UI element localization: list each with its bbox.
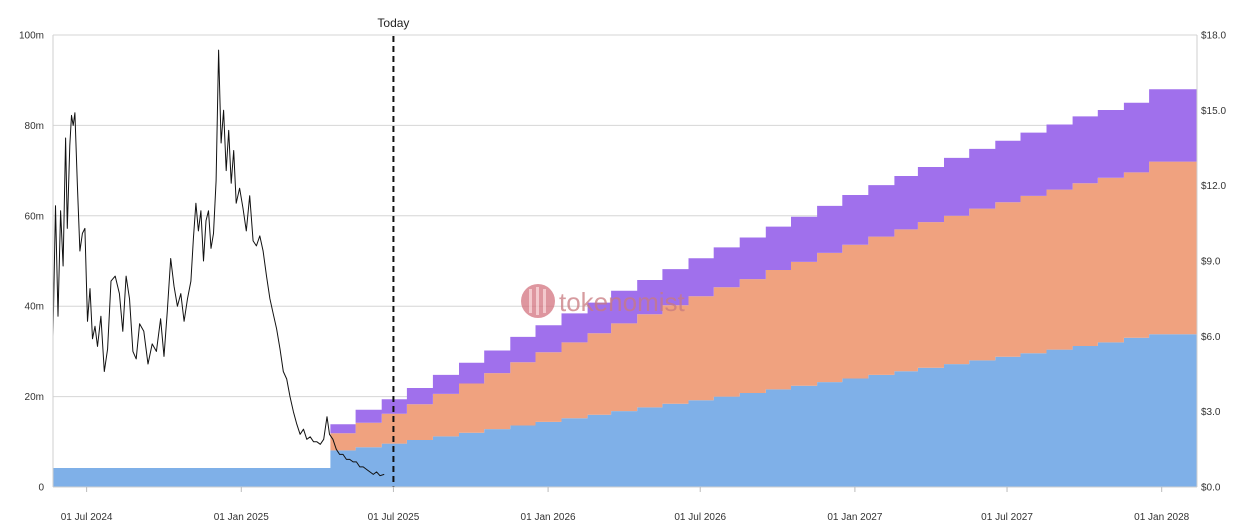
y-left-tick-label: 60m	[25, 211, 44, 222]
y-left-tick-label: 80m	[25, 121, 44, 132]
y-left-tick-label: 100m	[19, 31, 44, 42]
y-right-tick-label: $3.0	[1201, 407, 1221, 418]
x-tick-label: 01 Jan 2028	[1134, 512, 1189, 523]
watermark: tokenomist	[521, 284, 685, 318]
y-right-tick-label: $15.0	[1201, 106, 1226, 117]
x-tick-label: 01 Jul 2026	[674, 512, 726, 523]
x-tick-label: 01 Jul 2025	[368, 512, 420, 523]
y-right-tick-label: $12.0	[1201, 181, 1226, 192]
unlock-series-1-area	[53, 334, 1197, 487]
unlock-series-2-area	[53, 161, 1197, 468]
stacked-unlock-areas	[53, 89, 1197, 487]
y-right-tick-label: $18.0	[1201, 31, 1226, 42]
watermark-text: tokenomist	[559, 287, 685, 317]
price-line	[52, 49, 385, 477]
y-left-tick-label: 0	[38, 483, 44, 494]
x-tick-label: 01 Jan 2025	[214, 512, 269, 523]
x-tick-label: 01 Jul 2027	[981, 512, 1033, 523]
price-line-path	[52, 49, 385, 477]
y-right-tick-label: $9.0	[1201, 257, 1221, 268]
y-left-tick-label: 20m	[25, 392, 44, 403]
y-right-tick-label: $0.0	[1201, 483, 1221, 494]
x-tick-label: 01 Jan 2026	[521, 512, 576, 523]
x-tick-label: 01 Jul 2024	[61, 512, 113, 523]
today-marker: Today	[377, 16, 409, 487]
y-left-tick-label: 40m	[25, 302, 44, 313]
today-label: Today	[377, 16, 409, 30]
y-right-tick-label: $6.0	[1201, 332, 1221, 343]
unlock-series-3-area	[53, 89, 1197, 468]
x-tick-label: 01 Jan 2027	[827, 512, 882, 523]
axes: 0 20m 40m 60m 80m 100m $0.0 $3.0 $6.0 $9.0 $12.0 $1…	[19, 31, 1226, 524]
tokenomist-logo-icon	[521, 284, 555, 318]
